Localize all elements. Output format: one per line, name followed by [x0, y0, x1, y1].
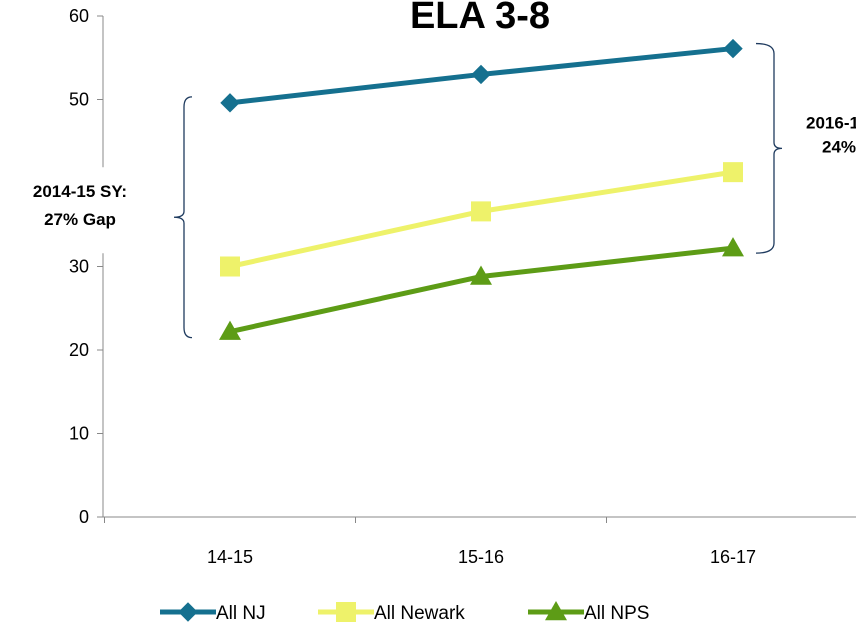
- chart-title: ELA 3-8: [410, 0, 550, 37]
- y-tick-label: 0: [79, 507, 89, 527]
- gap-brace: [755, 42, 783, 254]
- legend-label: All NPS: [584, 603, 649, 624]
- data-point-all-nj: [471, 64, 491, 85]
- gap-annotation-text: 24% Gap: [822, 137, 856, 156]
- axes: 0 10 20 30 50 60 14-15 15-16 16-17: [69, 6, 856, 567]
- x-tick-label: 16-17: [710, 547, 756, 567]
- gap-annotation-text: 2016-17 SY:: [806, 113, 856, 132]
- legend-item-all-nps: All NPS: [528, 601, 649, 624]
- data-point-all-nps: [722, 237, 744, 257]
- x-tick-label: 15-16: [458, 547, 504, 567]
- series-all-nj: [220, 38, 743, 113]
- data-point-all-newark: [220, 256, 240, 277]
- legend-item-all-newark: All Newark: [318, 602, 465, 624]
- legend: All NJ All Newark All NPS: [160, 601, 649, 624]
- y-tick-label: 30: [69, 257, 89, 277]
- annotation-box: [0, 167, 165, 254]
- gap-annotation: 2016-17 SY: 24% Gap: [755, 42, 856, 254]
- y-tick-label: 50: [69, 90, 89, 110]
- legend-marker: [336, 602, 356, 622]
- gap-annotation-text: 2014-15 SY:: [33, 182, 127, 201]
- data-point-all-nps: [470, 265, 492, 285]
- legend-marker: [545, 601, 567, 621]
- legend-item-all-nj: All NJ: [160, 602, 266, 624]
- annotations: 2014-15 SY: 27% Gap 2016-17 SY: 24% Gap: [0, 42, 856, 339]
- title-area: ELA 3-8: [410, 0, 550, 37]
- plot-area: [219, 38, 744, 340]
- gap-annotation-text: 27% Gap: [44, 210, 116, 229]
- legend-label: All NJ: [216, 603, 266, 624]
- x-tick-label: 14-15: [207, 547, 253, 567]
- series-line-all-nps: [229, 245, 734, 335]
- gap-annotation: 2014-15 SY: 27% Gap: [0, 96, 193, 339]
- y-tick-label: 60: [69, 6, 89, 26]
- series-all-nps: [219, 237, 744, 340]
- legend-label: All Newark: [374, 603, 465, 624]
- legend-marker: [178, 602, 198, 622]
- y-tick-label: 10: [69, 424, 89, 444]
- series-all-newark: [220, 162, 743, 277]
- data-point-all-newark: [723, 162, 743, 183]
- data-point-all-nj: [723, 38, 743, 59]
- gap-brace: [173, 96, 193, 339]
- data-point-all-newark: [471, 201, 491, 222]
- y-tick-label: 20: [69, 340, 89, 360]
- data-point-all-nj: [220, 93, 240, 113]
- data-point-all-nps: [219, 320, 241, 340]
